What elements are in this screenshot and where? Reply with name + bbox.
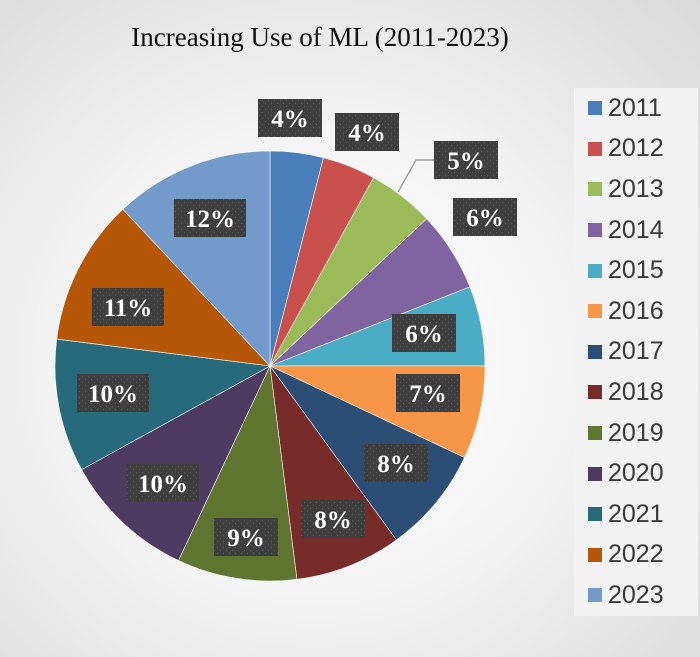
data-label-box [335, 113, 399, 151]
data-label-2011: 4% [258, 99, 322, 137]
legend-item-2015: 2015 [574, 250, 698, 291]
legend-swatch [588, 588, 602, 603]
legend-label: 2021 [608, 499, 664, 528]
data-label-text: 10% [138, 471, 188, 498]
data-label-2017: 8% [364, 444, 428, 482]
data-label-text: 7% [409, 381, 447, 408]
pie-slice-2022 [56, 208, 271, 367]
data-label-box [77, 374, 149, 412]
data-label-2019: 9% [214, 518, 278, 556]
data-label-text: 11% [104, 295, 153, 322]
legend-label: 2011 [608, 93, 662, 122]
leader-line [397, 159, 434, 193]
legend-item-2019: 2019 [574, 413, 698, 454]
data-label-2021: 10% [77, 374, 149, 412]
legend-swatch [588, 466, 602, 481]
legend-label: 2020 [608, 459, 664, 488]
legend-item-2021: 2021 [574, 494, 698, 535]
data-label-2020: 10% [127, 464, 199, 502]
data-label-box [258, 99, 322, 137]
legend-item-2018: 2018 [574, 372, 698, 413]
data-label-text: 9% [227, 525, 265, 552]
legend-label: 2023 [608, 580, 664, 609]
legend-swatch [588, 101, 602, 116]
data-label-2014: 6% [453, 198, 517, 236]
data-label-box [434, 141, 498, 179]
data-label-2023: 12% [174, 199, 246, 237]
data-label-box [92, 288, 164, 326]
legend-swatch [588, 304, 602, 319]
data-label-2018: 8% [301, 500, 365, 538]
legend-swatch [588, 547, 602, 562]
legend-item-2012: 2012 [574, 129, 698, 170]
data-label-box [214, 518, 278, 556]
legend-item-2017: 2017 [574, 332, 698, 373]
data-label-2022: 11% [92, 288, 164, 326]
data-label-box [301, 500, 365, 538]
data-label-text: 6% [466, 205, 504, 232]
legend-label: 2019 [608, 418, 664, 447]
legend-label: 2018 [608, 377, 664, 406]
data-label-text: 6% [405, 321, 443, 348]
data-label-2012: 4% [335, 113, 399, 151]
data-label-text: 10% [88, 381, 138, 408]
legend-item-2013: 2013 [574, 169, 698, 210]
data-label-2013: 5% [434, 141, 498, 179]
chart-legend: 2011 2012 2013 2014 2015 2016 2017 2018 2019 2020… [574, 88, 698, 616]
legend-label: 2017 [608, 337, 664, 366]
legend-label: 2014 [608, 215, 664, 244]
pie-slice-2021 [54, 338, 271, 470]
legend-swatch [588, 182, 602, 197]
data-label-text: 4% [348, 120, 386, 147]
legend-label: 2015 [608, 256, 664, 285]
data-label-2016: 7% [396, 374, 460, 412]
legend-item-2023: 2023 [574, 575, 698, 616]
data-label-text: 8% [377, 451, 415, 478]
data-label-box [453, 198, 517, 236]
data-label-text: 12% [185, 206, 235, 233]
legend-swatch [588, 426, 602, 441]
data-label-box [392, 314, 456, 352]
legend-swatch [588, 507, 602, 522]
legend-swatch [588, 344, 602, 359]
legend-swatch [588, 385, 602, 400]
data-label-box [364, 444, 428, 482]
data-label-box [127, 464, 199, 502]
data-label-text: 8% [314, 507, 352, 534]
legend-swatch [588, 141, 602, 156]
legend-label: 2013 [608, 174, 664, 203]
pie-slice-2020 [81, 365, 271, 561]
data-label-box [174, 199, 246, 237]
legend-item-2011: 2011 [574, 88, 698, 129]
legend-item-2014: 2014 [574, 210, 698, 251]
legend-item-2020: 2020 [574, 453, 698, 494]
data-label-box [396, 374, 460, 412]
legend-swatch [588, 263, 602, 278]
legend-label: 2022 [608, 540, 664, 569]
data-label-2015: 6% [392, 314, 456, 352]
chart-title: Increasing Use of ML (2011-2023) [131, 22, 509, 52]
legend-label: 2016 [608, 296, 664, 325]
data-label-text: 5% [447, 148, 485, 175]
legend-label: 2012 [608, 134, 664, 163]
legend-item-2016: 2016 [574, 291, 698, 332]
data-label-text: 4% [271, 106, 309, 133]
legend-swatch [588, 223, 602, 238]
legend-item-2022: 2022 [574, 535, 698, 576]
